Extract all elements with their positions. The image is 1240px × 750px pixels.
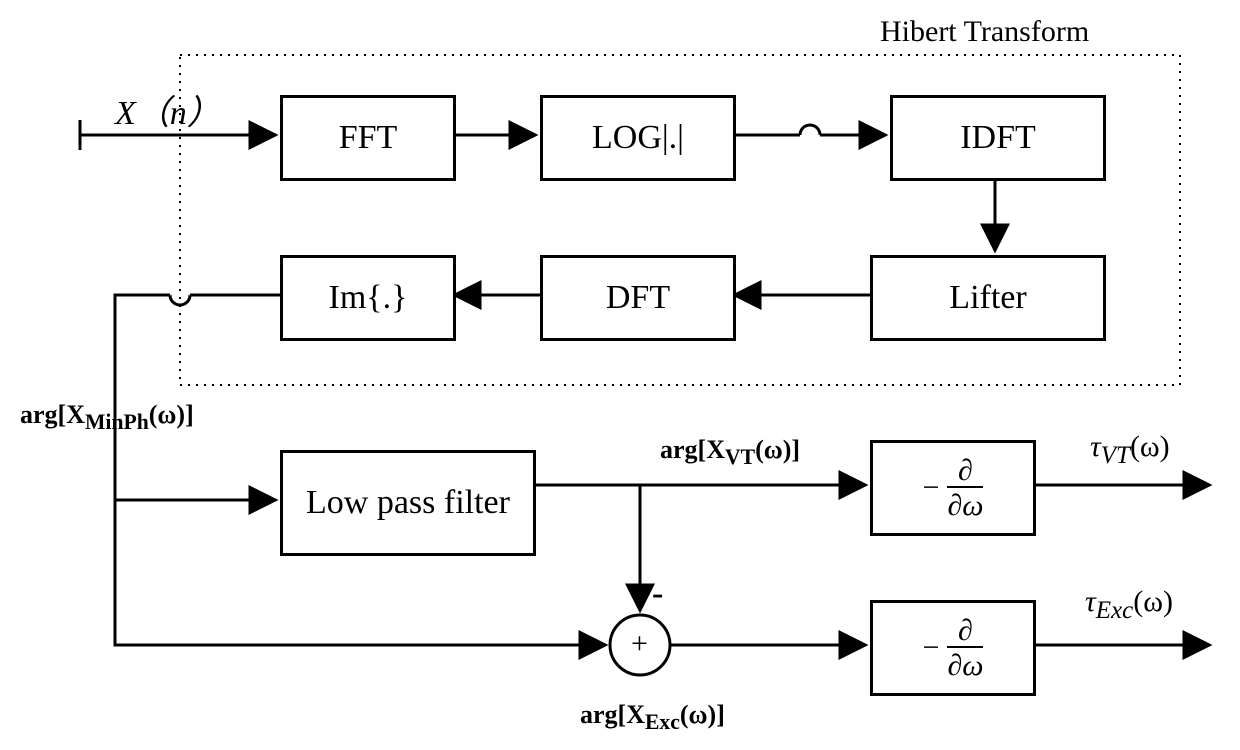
- sum-minus-label: -: [652, 575, 663, 613]
- label-tau-exc: τExc(ω): [1085, 585, 1173, 625]
- label-arg-vt: arg[XVT(ω)]: [660, 435, 800, 470]
- sum-plus-label: +: [631, 627, 648, 661]
- label-arg-exc: arg[XExc(ω)]: [580, 700, 725, 735]
- label-tau-vt: τVT(ω): [1090, 430, 1170, 470]
- label-arg-minph: arg[XMinPh(ω)]: [20, 400, 194, 435]
- sum-junction: [0, 0, 1240, 750]
